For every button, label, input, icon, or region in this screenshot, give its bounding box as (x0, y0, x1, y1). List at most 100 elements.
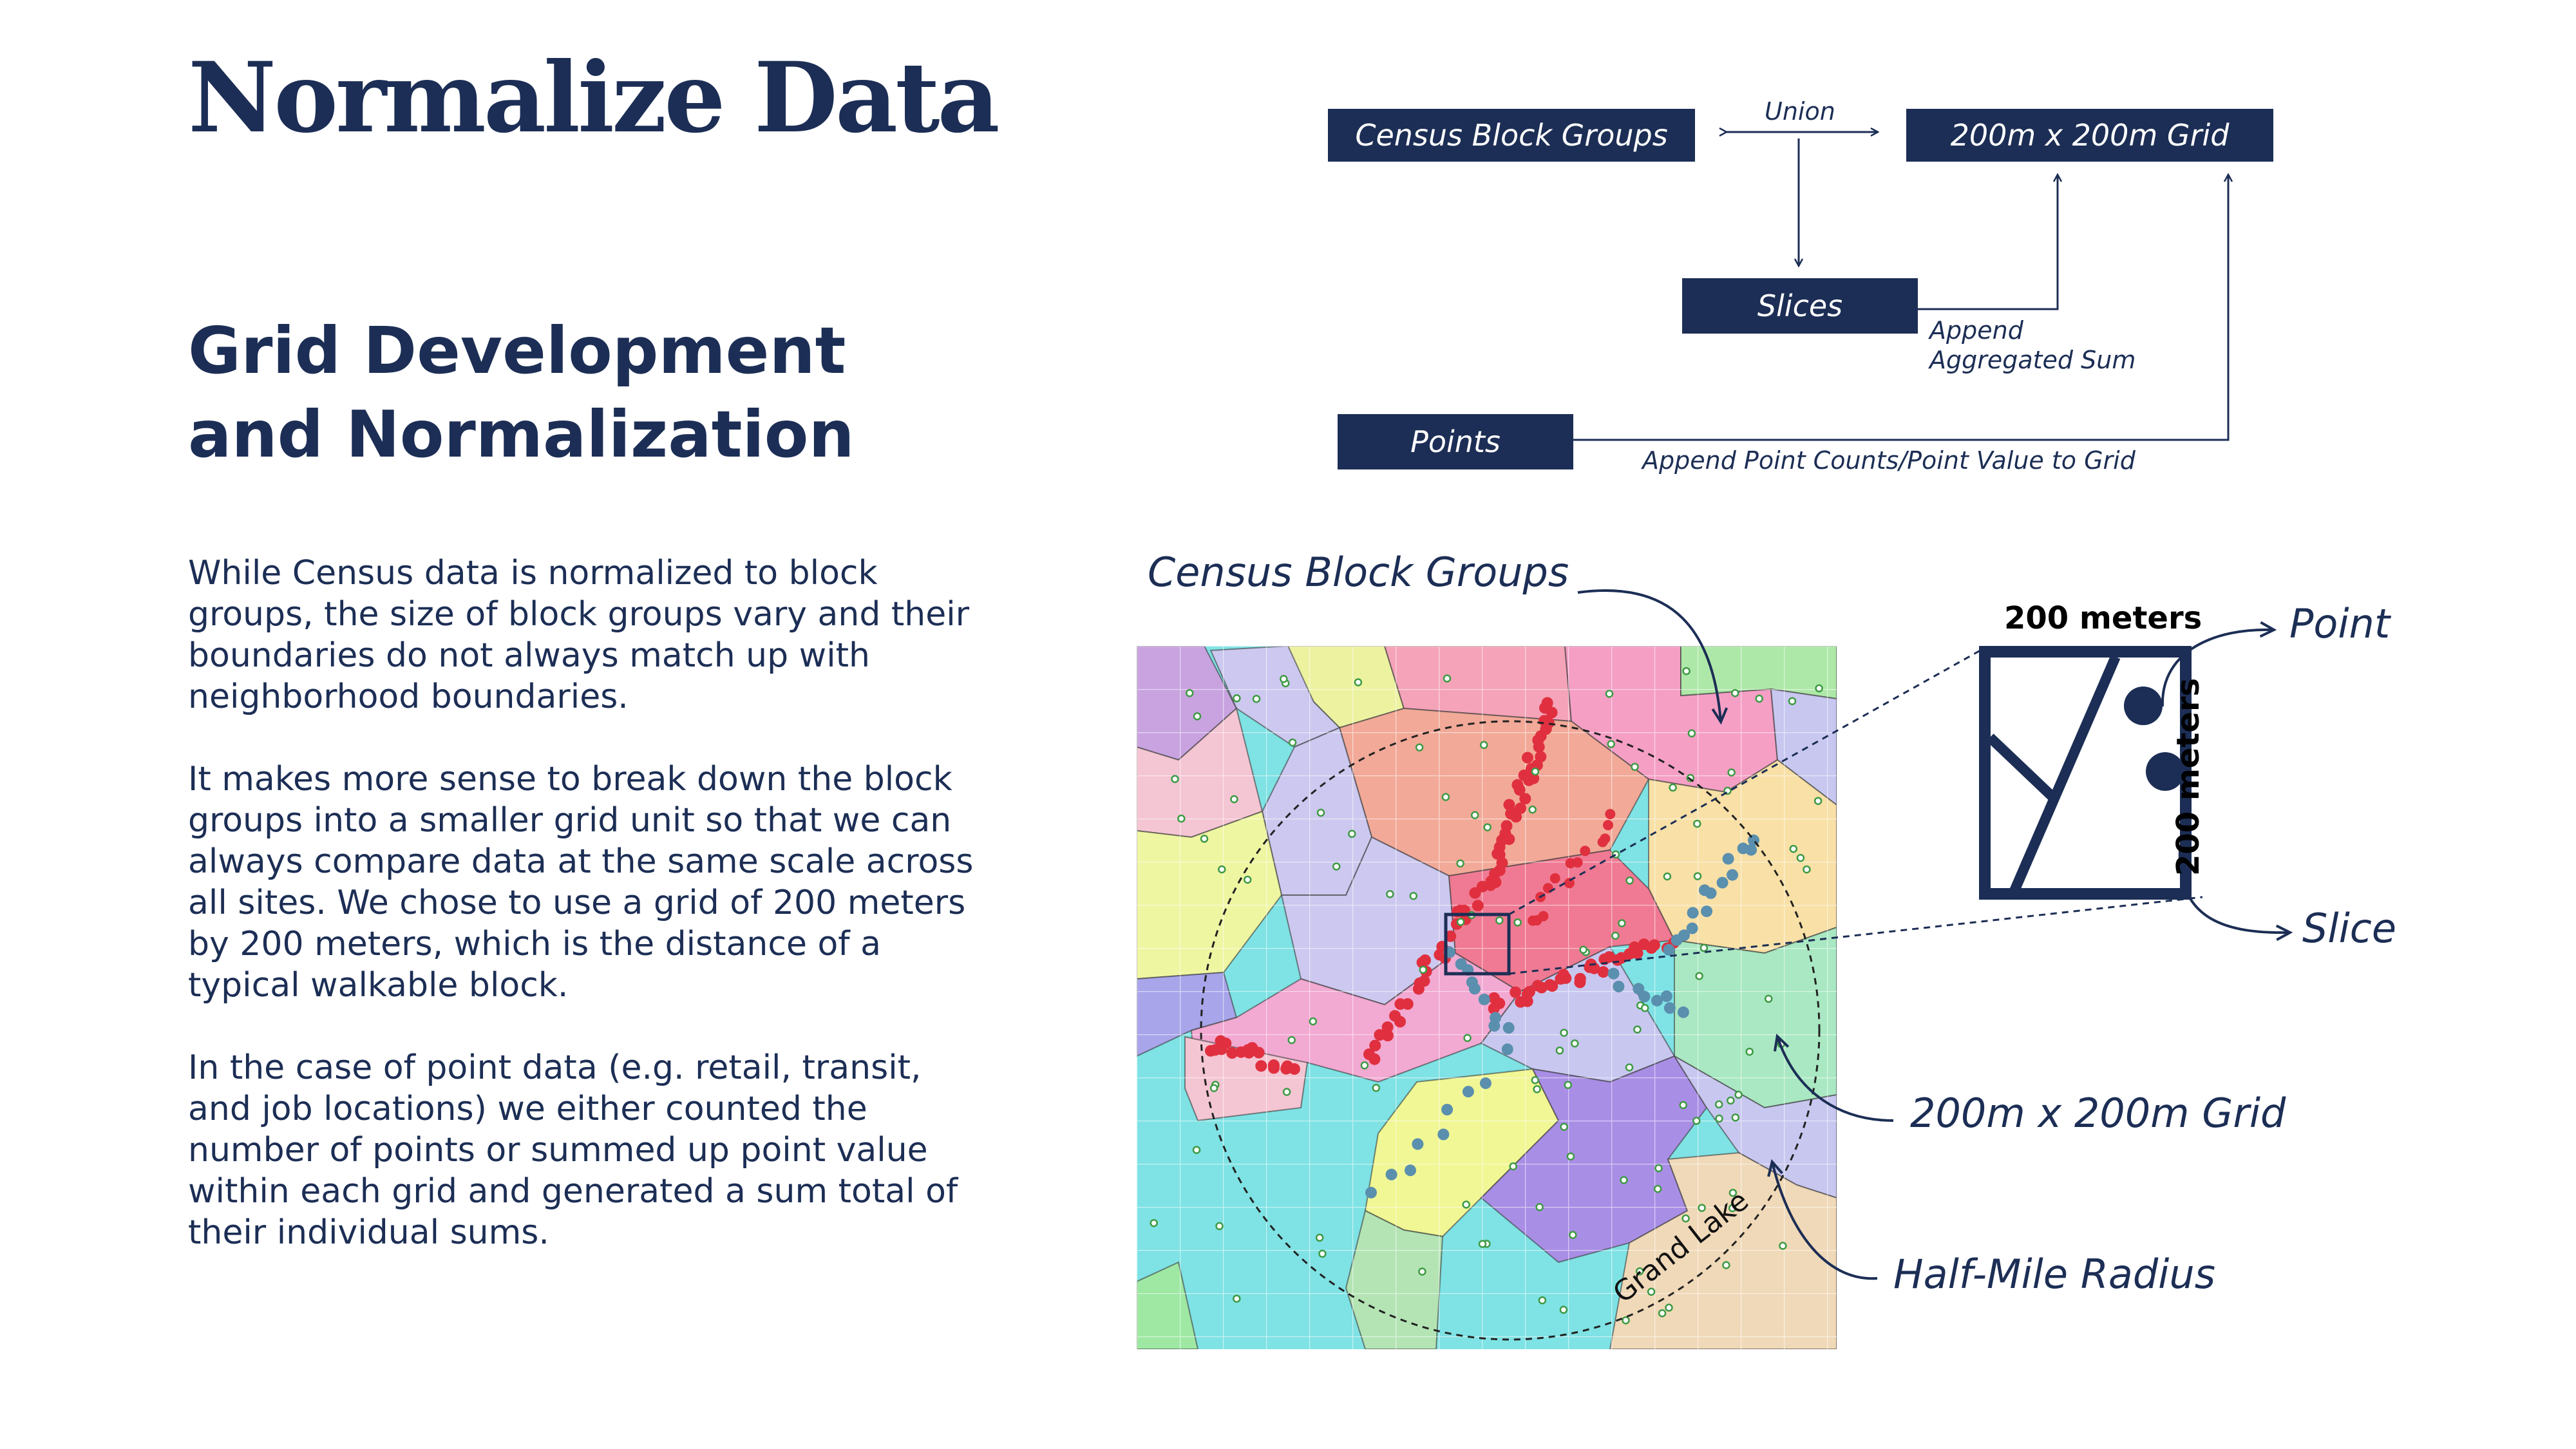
red-point (1557, 969, 1569, 981)
small-point (1456, 859, 1464, 868)
blue-point (1687, 907, 1699, 919)
small-point (1441, 793, 1450, 801)
small-point (1700, 943, 1709, 952)
small-point (1555, 1046, 1564, 1055)
blue-point (1701, 905, 1713, 918)
blue-point (1727, 869, 1738, 881)
slices-to-grid-arrow (1918, 175, 2058, 310)
small-point (1528, 805, 1537, 814)
red-point (1521, 988, 1533, 1000)
small-point (1315, 1233, 1324, 1242)
small-point (1479, 741, 1488, 750)
small-point (1218, 865, 1226, 874)
small-point (1647, 1287, 1656, 1296)
small-point (1509, 1162, 1517, 1171)
small-point (1569, 1231, 1577, 1239)
small-point (1631, 762, 1639, 772)
blue-point (1638, 990, 1651, 1003)
append-points-label: Append Point Counts/Point Value to Grid (1642, 446, 2136, 475)
small-point (1692, 1117, 1701, 1125)
red-point (1253, 1046, 1265, 1059)
red-point (1510, 811, 1522, 823)
page-title: Normalize Data (188, 41, 1000, 155)
small-point (1230, 795, 1238, 804)
red-point (1572, 857, 1583, 868)
grid-callout: 200m x 200m Grid (1910, 1090, 2286, 1137)
subtitle-line-1: Grid Development (188, 313, 846, 388)
body-text: While Census data is normalized to block… (188, 553, 980, 1294)
red-point (1416, 956, 1428, 969)
small-point (1571, 1039, 1579, 1048)
small-point (1796, 853, 1805, 862)
red-point (1564, 878, 1575, 889)
detail-point-2 (2146, 752, 2184, 791)
append-sum-line-2: Aggregated Sum (1929, 346, 2136, 374)
small-point (1483, 823, 1492, 831)
blue-point (1663, 1002, 1676, 1014)
red-point (1605, 809, 1616, 820)
small-point (1456, 918, 1465, 926)
small-point (1462, 1200, 1470, 1209)
small-point (1215, 1222, 1224, 1231)
small-point (1605, 690, 1614, 698)
red-point (1434, 949, 1446, 961)
blue-point (1651, 994, 1663, 1007)
small-point (1618, 919, 1626, 927)
red-point (1469, 887, 1481, 899)
small-point (1693, 819, 1701, 828)
small-point (1566, 1152, 1575, 1160)
small-point (1620, 1176, 1628, 1184)
blue-point (1677, 1006, 1689, 1018)
callout-arrows (1577, 589, 2293, 1280)
small-point (1318, 1249, 1327, 1258)
small-point (1814, 797, 1823, 805)
red-point (1493, 998, 1506, 1010)
small-point (1564, 1081, 1573, 1089)
small-point (1728, 1204, 1737, 1213)
red-point (1368, 1053, 1381, 1065)
grid-callout-arrow (1773, 1033, 1894, 1122)
blue-point (1678, 929, 1690, 942)
red-point (1394, 1016, 1406, 1028)
red-point (1220, 1037, 1232, 1050)
small-point (1287, 1036, 1296, 1045)
neighborhood-map: Grand Lake (1137, 646, 1837, 1349)
small-point (1669, 783, 1677, 792)
red-point (1531, 980, 1544, 992)
blue-point (1468, 983, 1481, 995)
red-point (1369, 1039, 1381, 1052)
small-point (1419, 965, 1428, 974)
small-point (1579, 945, 1587, 954)
small-point (1243, 875, 1252, 884)
small-point (1665, 1303, 1673, 1312)
flow-connectors (1573, 132, 2228, 441)
blue-point (1663, 943, 1675, 956)
red-point (1523, 774, 1535, 786)
blue-point (1385, 1168, 1397, 1180)
small-point (1209, 1084, 1218, 1092)
slice-callout: Slice (2302, 905, 2397, 952)
red-point (1645, 942, 1658, 954)
small-point (1538, 1296, 1547, 1305)
small-point (1714, 1100, 1723, 1109)
paragraph-3: In the case of point data (e.g. retail, … (188, 1048, 958, 1252)
radius-callout-arrow (1767, 1159, 1878, 1280)
small-point (1789, 844, 1798, 853)
grid-cell-detail (1979, 646, 2192, 900)
small-point (1348, 829, 1356, 838)
blue-point (1660, 990, 1672, 1002)
small-point (1360, 1061, 1369, 1070)
small-point (1531, 1075, 1540, 1084)
red-point (1503, 799, 1515, 811)
census-callout-arrow (1577, 589, 1728, 725)
small-point (1386, 890, 1394, 898)
blue-point (1479, 1077, 1492, 1089)
paragraph-1: While Census data is normalized to block… (188, 554, 970, 716)
red-point (1603, 820, 1613, 831)
small-point (1280, 675, 1288, 683)
blue-point (1501, 1043, 1513, 1056)
point-callout: Point (2289, 600, 2391, 647)
append-sum-line-1: Append (1929, 316, 2023, 345)
half-mile-radius-circle (1200, 720, 1821, 1341)
small-point (1316, 808, 1325, 817)
